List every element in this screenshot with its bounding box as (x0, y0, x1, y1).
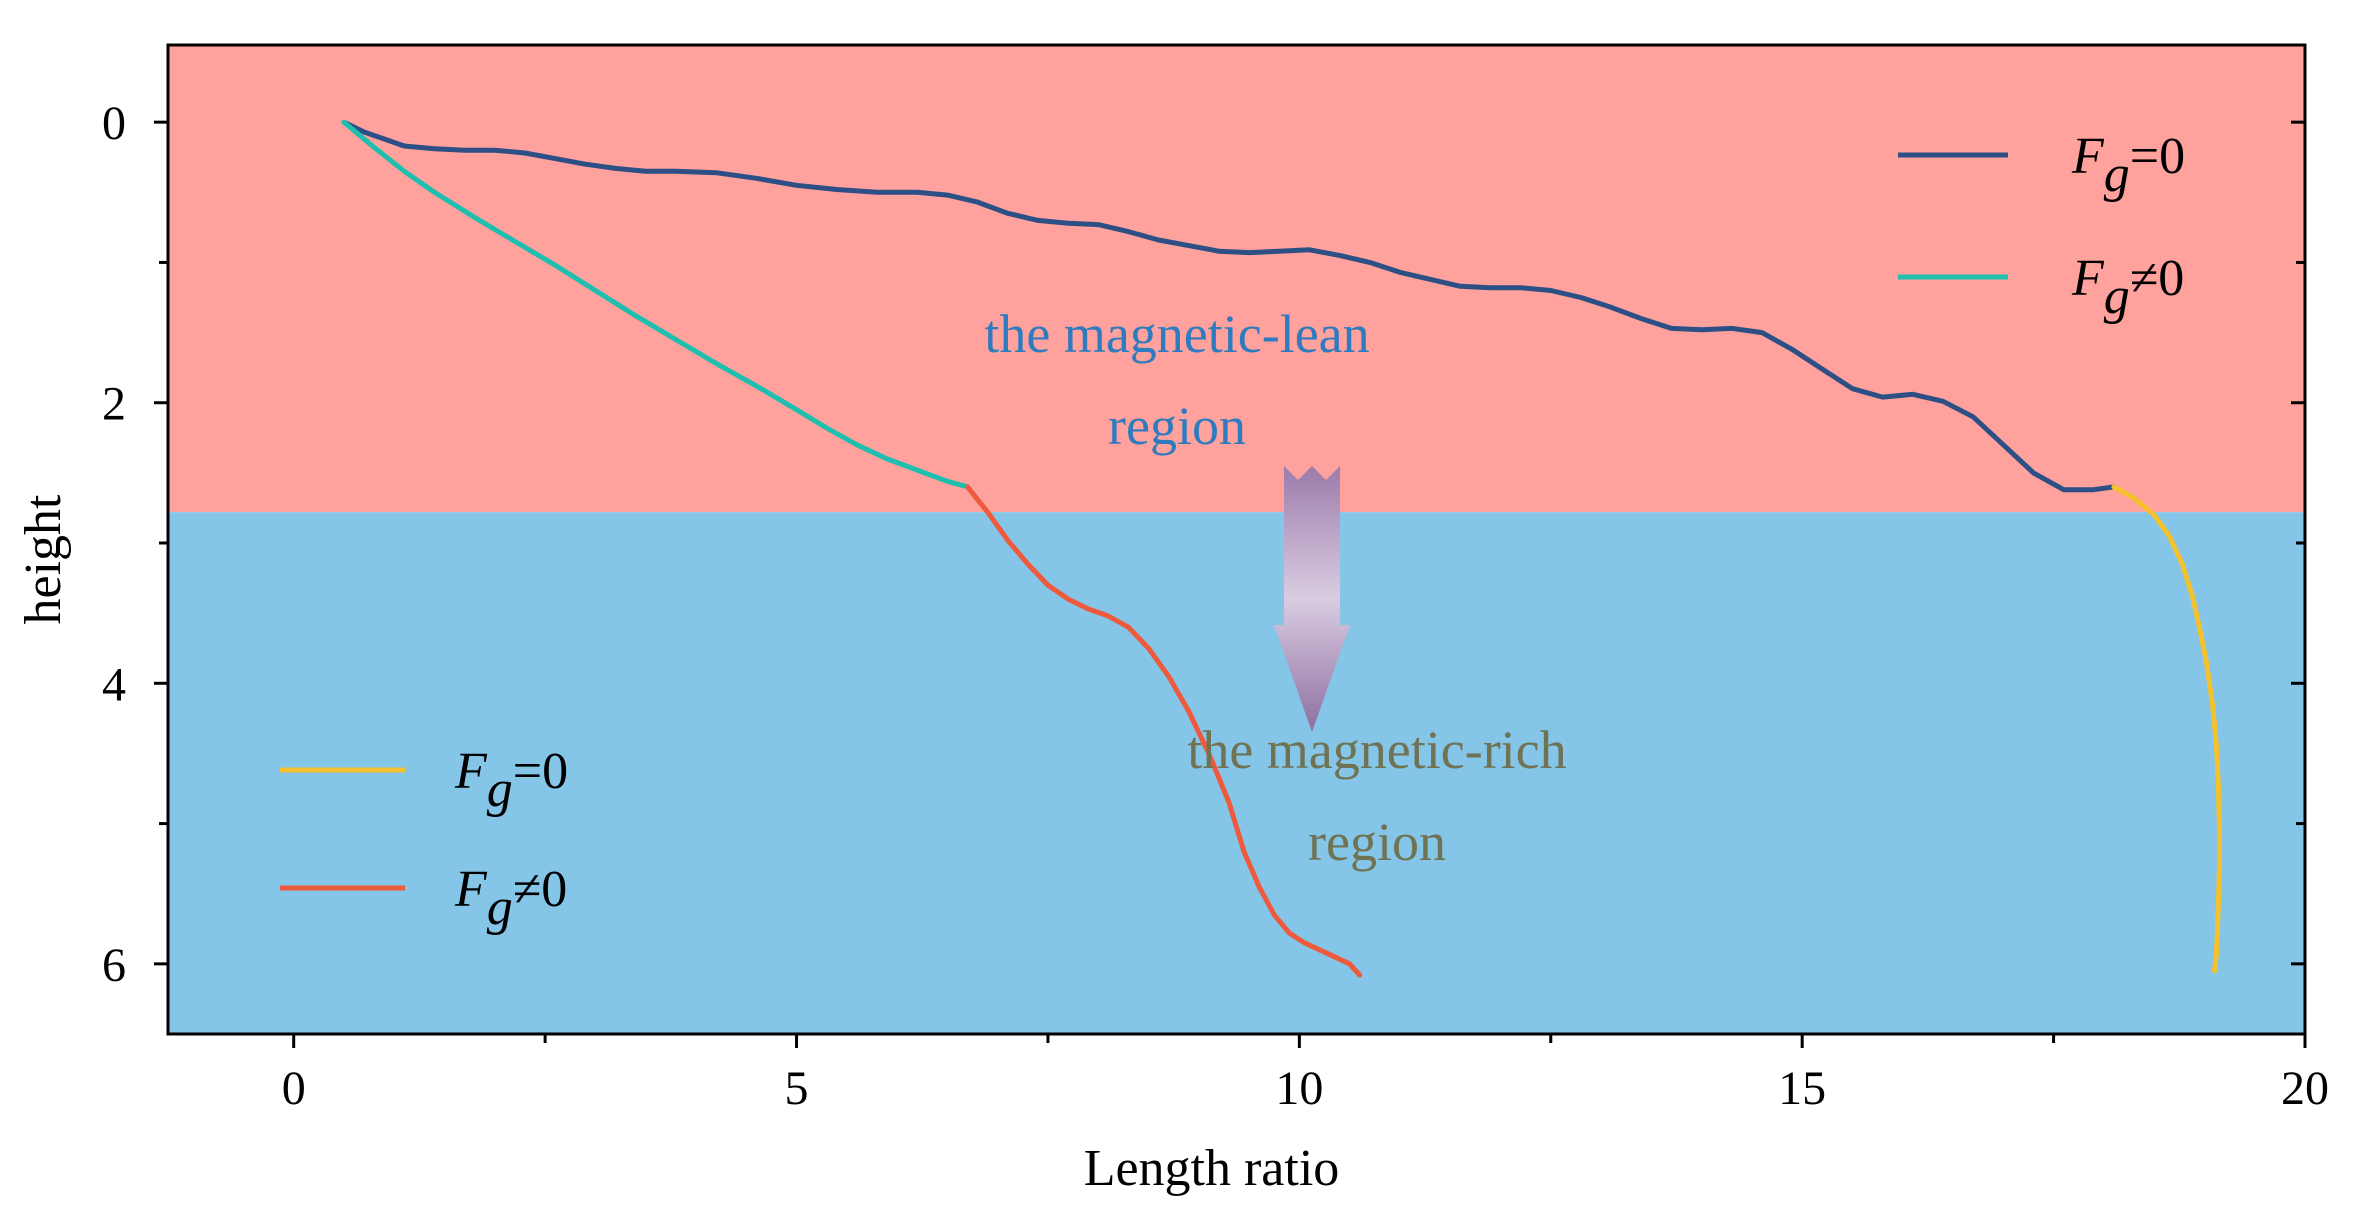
x-tick-label: 0 (282, 1062, 306, 1115)
legend-layer: Fg=0 Fg≠0 Fg=0 Fg≠0 (280, 128, 2185, 936)
x-tick-label: 20 (2281, 1062, 2329, 1115)
lean-region-label-line2: region (1108, 396, 1246, 456)
x-tick-label: 10 (1275, 1062, 1323, 1115)
x-tick-label: 15 (1778, 1062, 1826, 1115)
series-line-rich-1 (2111, 484, 2222, 974)
annotation-layer: the magnetic-lean region the magnetic-ri… (984, 304, 1566, 872)
y-tick-label: 6 (102, 939, 126, 992)
ticks-layer: 0 5 10 15 20 0 2 4 6 (102, 97, 2329, 1115)
series-layer (341, 119, 2222, 978)
axes-layer (166, 43, 2307, 1036)
y-tick-label: 0 (102, 97, 126, 150)
rich-region-label-line2: region (1308, 812, 1446, 872)
y-axis-title: height (15, 494, 72, 625)
down-arrow-icon (1274, 466, 1350, 732)
series-line-rich-3 (965, 484, 1363, 978)
x-tick-label: 5 (785, 1062, 809, 1115)
series-line-lean-2 (341, 119, 970, 490)
y-tick-label: 2 (102, 378, 126, 431)
plot-frame (166, 43, 2307, 1036)
legend-label: Fg=0 (454, 743, 568, 818)
series-line-lean-0 (341, 119, 2117, 493)
legend-label: Fg≠0 (2071, 250, 2184, 325)
magnetic-rich-region-band (168, 512, 2305, 1034)
legend-label: Fg≠0 (454, 861, 567, 936)
legend-label: Fg=0 (2071, 128, 2185, 203)
x-axis-title: Length ratio (1084, 1140, 1340, 1197)
lean-region-label-line1: the magnetic-lean (984, 304, 1369, 364)
rich-region-label-line1: the magnetic-rich (1187, 720, 1566, 780)
y-tick-label: 4 (102, 658, 126, 711)
